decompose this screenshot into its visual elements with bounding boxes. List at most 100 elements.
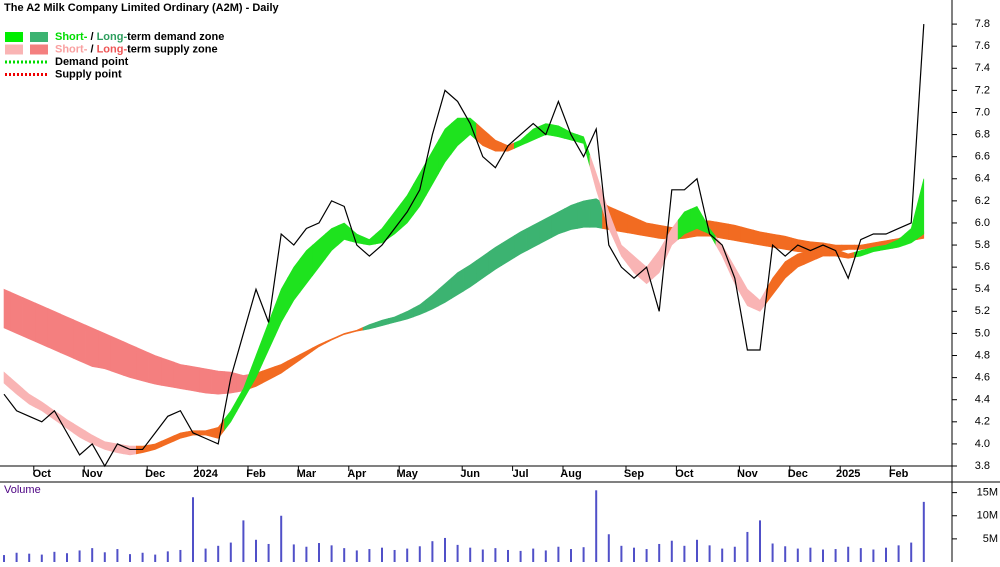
volume-bar [847,546,850,562]
zone-segment [917,178,925,239]
y-tick-label: 6.2 [975,195,990,207]
y-tick-label: 4.0 [975,438,990,450]
y-tick-label: 5.8 [975,239,990,251]
volume-bar [570,549,572,562]
legend-part: Long- [97,31,128,43]
volume-bar [28,553,31,562]
volume-bar [759,520,761,562]
volume-bar [40,554,43,562]
zone-segment [199,367,213,394]
zone-segment [148,352,162,386]
legend-label: Short- / Long-term demand zone [55,31,224,43]
volume-bar [620,545,623,562]
volume-bar [469,547,472,562]
volume-bar [872,549,875,562]
volume-bar [885,547,887,562]
x-tick-label: Jul [513,468,529,480]
x-tick-label: Dec [145,468,165,480]
volume-bar [670,540,673,562]
y-tick-label: 5.2 [975,305,990,317]
y-tick-label: 3.8 [975,460,990,472]
volume-bar [809,547,812,562]
volume-bar [708,545,711,562]
x-tick-label: 2025 [836,468,860,480]
y-tick-label: 4.8 [975,349,990,361]
x-tick-label: Dec [788,468,808,480]
y-tick-label: 7.8 [975,18,990,30]
zone-segment [211,369,225,395]
volume-bar [91,548,94,562]
x-tick-label: Jun [460,468,480,480]
volume-bar [15,552,18,562]
volume-bar [557,546,560,562]
volume-bar [658,543,661,562]
x-tick-label: 2024 [193,468,218,480]
volume-bar [595,490,598,562]
volume-bar [607,534,610,562]
volume-bar [733,546,736,562]
volume-bar [771,543,774,562]
volume-bar [922,501,925,562]
zone-segment [173,361,187,391]
y-tick-label: 5.0 [975,327,990,339]
volume-tick-label: 10M [977,510,998,522]
volume-bar [116,549,119,562]
zone-segment [753,229,767,247]
volume-bar [305,546,308,562]
y-tick-label: 5.4 [975,283,990,295]
zone-segment [47,308,62,354]
volume-bar [229,542,232,562]
x-tick-label: Nov [82,468,104,480]
x-tick-label: Feb [246,468,266,480]
volume-bar [696,539,698,562]
volume-bar [431,541,434,562]
zone-segment [224,371,238,394]
zone-segment [123,341,137,380]
volume-bar [393,549,396,562]
volume-bar [355,550,358,562]
x-tick-label: Nov [737,468,759,480]
x-tick-label: Oct [33,468,52,480]
volume-bar [834,549,837,562]
volume-bar [343,548,346,562]
legend-part: term supply zone [127,43,217,55]
volume-bar [267,543,270,562]
volume-bar [544,550,547,562]
zone-segment [715,221,729,240]
volume-bar [129,554,131,562]
volume-bar [242,520,245,562]
zone-segment [652,223,666,240]
x-tick-label: Sep [624,468,644,480]
zone-segment [136,346,150,383]
y-tick-label: 7.2 [975,84,990,96]
legend-label: Supply point [55,68,122,80]
volume-bar [507,549,509,562]
legend-label: Short- / Long-term supply zone [55,43,218,55]
legend-part: / [90,43,93,55]
volume-bar [292,544,295,562]
y-tick-label: 6.0 [975,217,990,229]
volume-bar [217,545,220,562]
volume-bar [456,544,459,562]
y-tick-label: 4.4 [975,394,990,406]
legend-swatch [30,32,48,42]
x-tick-label: May [396,468,418,480]
legend-swatch [30,44,48,55]
zone-segment [161,357,175,388]
legend-part: term demand zone [127,31,224,43]
x-tick-label: Apr [347,468,367,480]
legend-part: Short- [55,31,88,43]
zone-segment [35,302,49,348]
volume-tick-label: 5M [983,533,998,545]
volume-bar [721,548,724,562]
y-tick-label: 5.6 [975,261,990,273]
zone-segment [740,226,755,245]
volume-bar [897,545,900,562]
zone-segment [854,243,868,250]
zone-segment [841,244,855,251]
y-tick-label: 7.6 [975,40,990,52]
volume-bar [910,542,913,562]
volume-bar [532,548,535,562]
volume-bar [381,547,383,562]
volume-bar [796,548,799,562]
